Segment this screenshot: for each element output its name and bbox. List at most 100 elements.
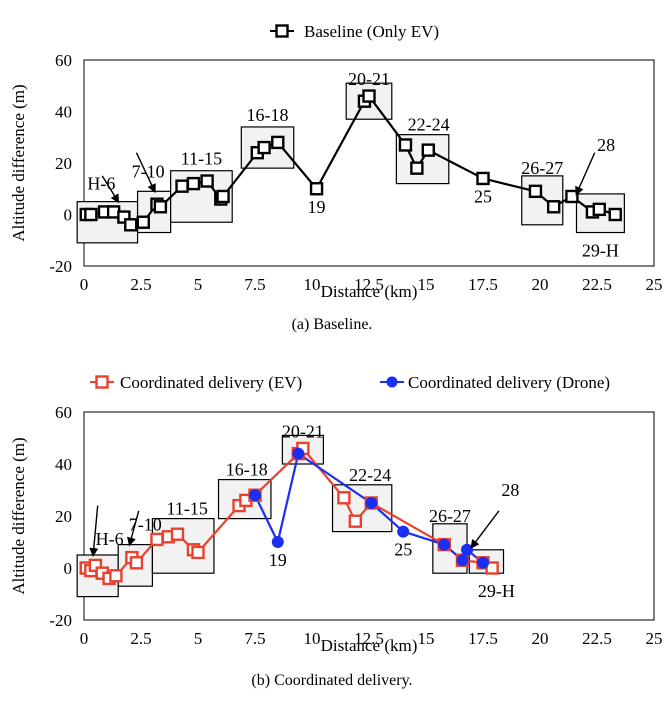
- panel-b-x-axis-label: Distance (km): [321, 636, 418, 655]
- panel-b-plot-frame: [83, 411, 655, 621]
- panel-a-data-point: [528, 184, 543, 199]
- panel-b-ytick-label: -20: [49, 611, 72, 630]
- panel-a-point-label: 28: [597, 135, 615, 155]
- panel-b-group-label: 22-24: [349, 465, 391, 485]
- panel-b-xtick-label: 0: [80, 629, 89, 648]
- panel-a-data-point: [421, 143, 435, 157]
- panel-a-data-point: [136, 215, 150, 229]
- panel-b-data-point: [170, 527, 185, 541]
- panel-b-ytick-label: 40: [55, 455, 72, 474]
- panel-b-xtick-label: 2.5: [130, 629, 151, 648]
- panel-b-ytick-label: 20: [55, 507, 72, 526]
- panel-a-xtick-label: 10: [304, 275, 321, 294]
- panel-b-annotation-arrow: [470, 510, 500, 549]
- panel-b-xtick-label: 5: [194, 629, 203, 648]
- panel-b-point-label: 19: [269, 550, 287, 570]
- panel-a-data-point: [476, 171, 490, 186]
- panel-b-data-point: [477, 556, 489, 569]
- panel-a-data-point: [153, 200, 168, 214]
- panel-b-data-point: [456, 554, 469, 567]
- panel-b-group-label: 20-21: [282, 421, 324, 441]
- panel-b-legend-marker: [95, 375, 109, 389]
- panel-a-data-point: [117, 210, 131, 224]
- panel-a-data-point: [565, 189, 579, 204]
- panel-b-legend-label: Coordinated delivery (EV): [120, 373, 302, 392]
- panel-b-caption: (b) Coordinated delivery.: [251, 672, 412, 689]
- panel-b-legend-label: Coordinated delivery (Drone): [408, 373, 610, 392]
- panel-a-caption: (a) Baseline.: [292, 316, 373, 333]
- panel-a-xtick-label: 22.5: [582, 275, 612, 294]
- panel-b-xtick-label: 7.5: [244, 629, 265, 648]
- panel-a-xtick-label: 25: [646, 275, 663, 294]
- panel-a-data-point: [592, 202, 606, 217]
- panel-b-group-label: 16-18: [226, 460, 268, 480]
- panel-b-group-label: 29-H: [478, 581, 515, 601]
- panel-b-xtick-label: 15: [418, 629, 435, 648]
- panel-a-data-point: [216, 189, 230, 204]
- panel-b-group-label: H-6: [96, 529, 124, 549]
- panel-a-xtick-label: 2.5: [130, 275, 151, 294]
- panel-a-group-label: H-6: [87, 174, 115, 194]
- panel-a-data-point: [186, 176, 201, 191]
- panel-a-data-point: [175, 179, 189, 193]
- panel-b-annotation-arrow: [89, 505, 99, 557]
- panel-b-data-point: [129, 556, 144, 570]
- panel-b-data-point: [461, 543, 474, 556]
- panel-b-xtick-label: 10: [304, 629, 321, 648]
- panel-a-xtick-label: 7.5: [244, 275, 265, 294]
- panel-a-ytick-label: -20: [49, 257, 72, 276]
- panel-b-data-point: [397, 525, 410, 538]
- panel-a-data-point: [124, 218, 138, 232]
- panel-a-annotation-arrow: [101, 175, 120, 204]
- panel-b-xtick-label: 17.5: [468, 629, 498, 648]
- panel-a-group-label: 26-27: [521, 158, 563, 178]
- panel-a-data-point: [608, 207, 622, 222]
- panel-a-xtick-label: 5: [194, 275, 203, 294]
- panel-a-group-label: 16-18: [247, 105, 289, 125]
- panel-a-xtick-label: 12.5: [354, 275, 384, 294]
- panel-a-group-label: 7-10: [132, 161, 165, 181]
- panel-b-data-point: [348, 514, 363, 528]
- panel-a-xtick-label: 17.5: [468, 275, 498, 294]
- panel-a-data-point: [362, 89, 376, 103]
- panel-b-data-point: [438, 538, 451, 551]
- panel-a-data-point: [410, 161, 424, 175]
- panel-a-ytick-label: 60: [55, 51, 72, 70]
- panel-b-data-point: [485, 561, 499, 575]
- panel-b-data-point: [249, 489, 261, 502]
- panel-a-data-point: [200, 174, 214, 188]
- panel-b-legend-marker: [386, 376, 398, 388]
- panel-a-xtick-label: 20: [532, 275, 549, 294]
- panel-a-legend-label: Baseline (Only EV): [304, 22, 439, 41]
- panel-b-xtick-label: 20: [532, 629, 549, 648]
- panel-b-ytick-label: 0: [64, 559, 73, 578]
- panel-a-group-label: 20-21: [348, 69, 390, 89]
- panel-b-data-point: [292, 447, 305, 460]
- panel-b-data-point: [271, 536, 284, 548]
- panel-b-y-axis-label: Altitude difference (m): [9, 437, 28, 594]
- panel-a-group-label: 22-24: [408, 115, 450, 135]
- panel-b-point-label: 25: [394, 540, 412, 560]
- panel-b-xtick-label: 22.5: [582, 629, 612, 648]
- panel-a-data-point: [257, 140, 271, 155]
- panel-b-data-point: [365, 497, 378, 509]
- panel-a-annotation-arrow: [575, 152, 596, 196]
- panel-a-point-label: 25: [474, 186, 492, 206]
- panel-a-x-axis-label: Distance (km): [321, 282, 418, 301]
- panel-b-data-point: [150, 532, 164, 547]
- panel-b-annotation-arrow: [127, 510, 140, 547]
- panel-a-y-axis-label: Altitude difference (m): [9, 84, 28, 241]
- panel-b-data-point: [337, 491, 351, 505]
- panel-b-xtick-label: 12.5: [354, 629, 384, 648]
- panel-a-ytick-label: 40: [55, 103, 72, 122]
- panel-a-data-point: [398, 138, 413, 152]
- panel-b-xtick-label: 25: [646, 629, 663, 648]
- panel-a-data-point: [546, 200, 561, 214]
- panel-a-ytick-label: 0: [64, 206, 73, 225]
- panel-b-point-label: 28: [501, 480, 519, 500]
- panel-a-data-point: [309, 182, 324, 196]
- panel-a-ytick-label: 20: [55, 154, 72, 173]
- panel-a-xtick-label: 0: [80, 275, 89, 294]
- panel-a-annotation-arrow: [135, 152, 156, 194]
